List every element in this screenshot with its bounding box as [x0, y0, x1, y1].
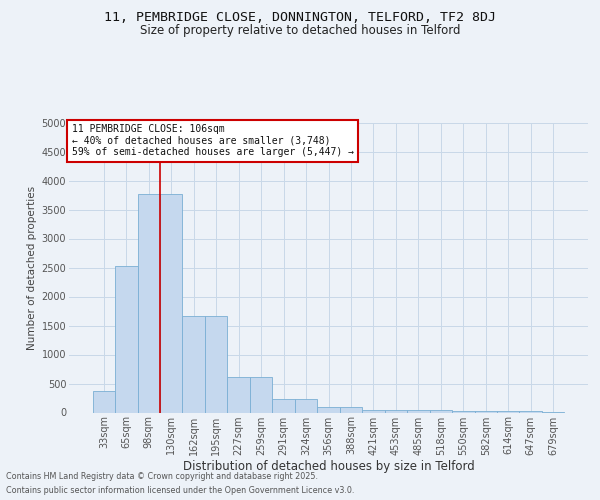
Bar	[452, 411, 475, 412]
Bar	[317, 406, 340, 412]
Text: 11 PEMBRIDGE CLOSE: 106sqm
← 40% of detached houses are smaller (3,748)
59% of s: 11 PEMBRIDGE CLOSE: 106sqm ← 40% of deta…	[71, 124, 353, 157]
X-axis label: Distribution of detached houses by size in Telford: Distribution of detached houses by size …	[182, 460, 475, 473]
Bar	[475, 411, 497, 412]
Bar	[250, 377, 272, 412]
Bar	[385, 410, 407, 412]
Bar	[115, 266, 137, 412]
Bar	[205, 316, 227, 412]
Bar	[137, 194, 160, 412]
Text: 11, PEMBRIDGE CLOSE, DONNINGTON, TELFORD, TF2 8DJ: 11, PEMBRIDGE CLOSE, DONNINGTON, TELFORD…	[104, 11, 496, 24]
Y-axis label: Number of detached properties: Number of detached properties	[28, 186, 37, 350]
Bar	[362, 410, 385, 412]
Bar	[340, 406, 362, 412]
Bar	[407, 410, 430, 412]
Text: Contains HM Land Registry data © Crown copyright and database right 2025.: Contains HM Land Registry data © Crown c…	[6, 472, 318, 481]
Bar	[92, 391, 115, 412]
Text: Size of property relative to detached houses in Telford: Size of property relative to detached ho…	[140, 24, 460, 37]
Bar	[430, 410, 452, 412]
Bar	[182, 316, 205, 412]
Bar	[227, 377, 250, 412]
Text: Contains public sector information licensed under the Open Government Licence v3: Contains public sector information licen…	[6, 486, 355, 495]
Bar	[295, 399, 317, 412]
Bar	[160, 194, 182, 412]
Bar	[272, 399, 295, 412]
